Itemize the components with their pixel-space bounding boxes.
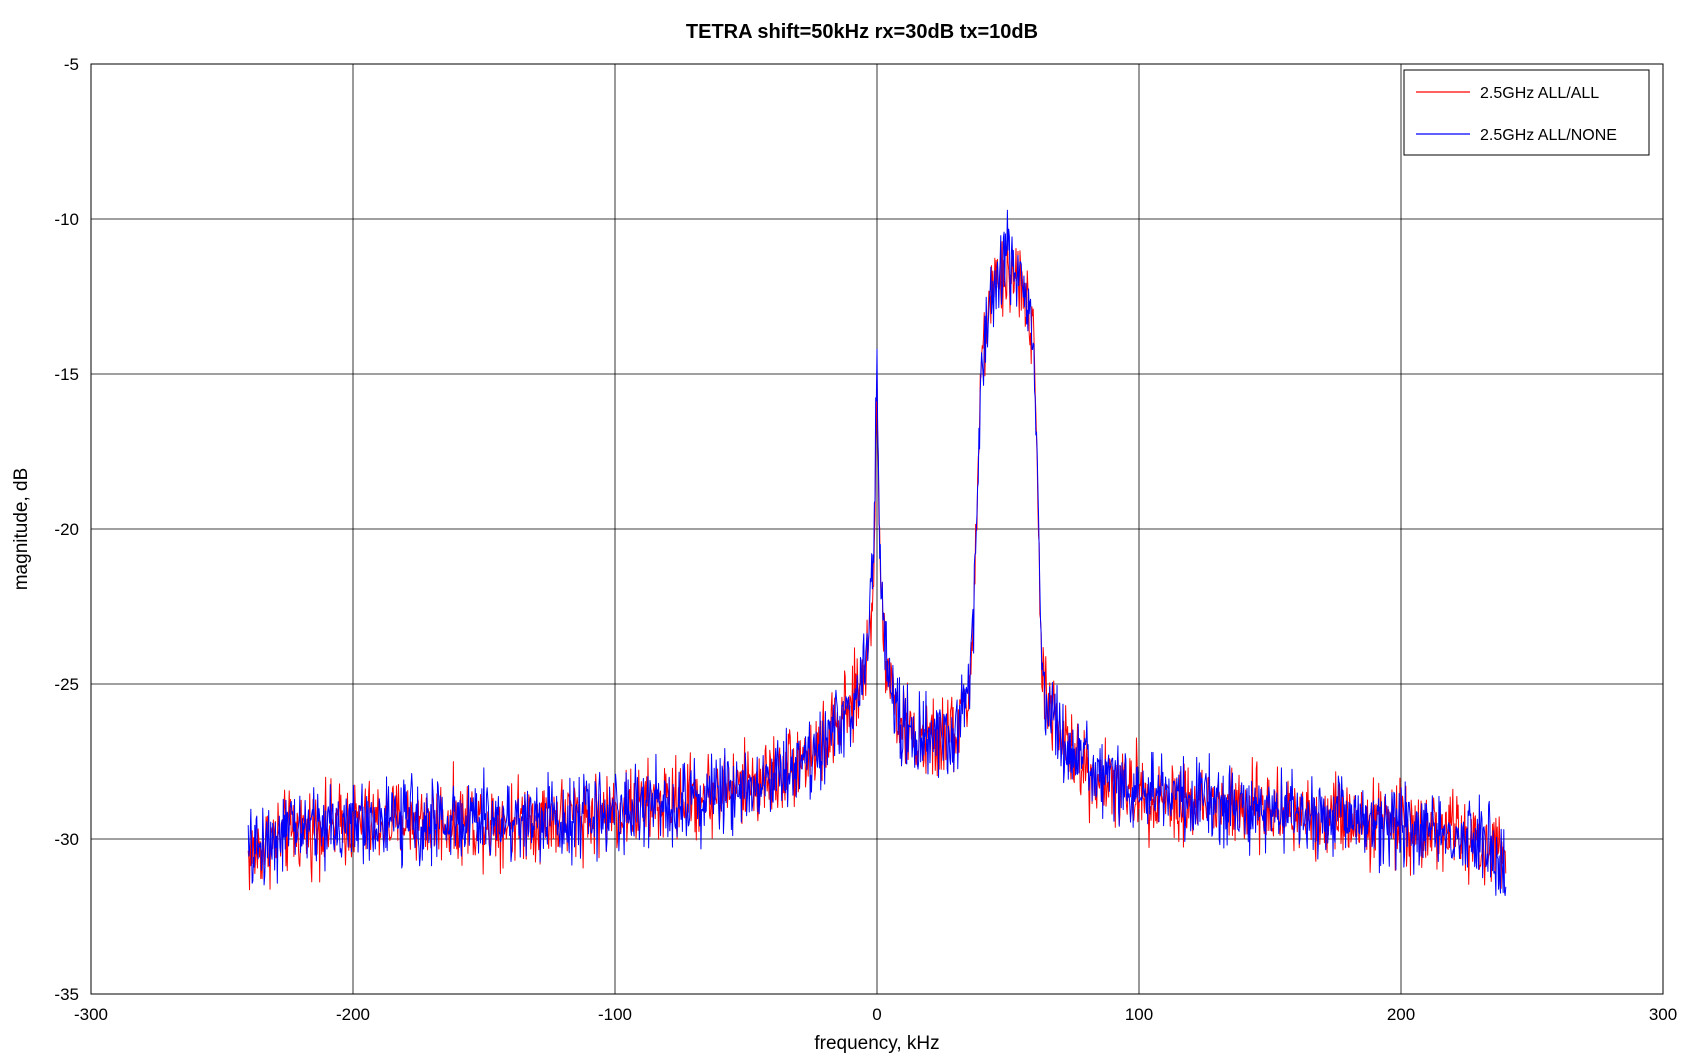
chart-title: TETRA shift=50kHz rx=30dB tx=10dB bbox=[686, 21, 1038, 43]
axis-ticks: -300 -200 -100 0 100 200 300 -35 -30 -25 -20 -15 -10… bbox=[54, 55, 1677, 1024]
y-tick-label: -30 bbox=[54, 830, 79, 849]
y-tick-label: -25 bbox=[54, 675, 79, 694]
x-tick-label: 300 bbox=[1649, 1005, 1677, 1024]
plot-series bbox=[247, 209, 1507, 896]
plot-frame bbox=[90, 63, 1664, 995]
x-axis-label: frequency, kHz bbox=[814, 1033, 939, 1054]
y-tick-label: -20 bbox=[54, 520, 79, 539]
x-tick-label: 0 bbox=[872, 1005, 881, 1024]
x-tick-label: -300 bbox=[74, 1005, 108, 1024]
x-tick-label: -100 bbox=[598, 1005, 632, 1024]
legend-label-all-all: 2.5GHz ALL/ALL bbox=[1480, 85, 1599, 102]
legend-box bbox=[1403, 69, 1650, 156]
x-tick-label: 200 bbox=[1387, 1005, 1415, 1024]
y-tick-label: -15 bbox=[54, 365, 79, 384]
y-tick-label: -10 bbox=[54, 210, 79, 229]
y-tick-label: -35 bbox=[54, 985, 79, 1004]
y-tick-label: -5 bbox=[64, 55, 79, 74]
legend-label-all-none: 2.5GHz ALL/NONE bbox=[1480, 127, 1617, 144]
legend: 2.5GHz ALL/ALL 2.5GHz ALL/NONE bbox=[1403, 69, 1650, 156]
series-line-all-none bbox=[247, 209, 1507, 896]
x-tick-label: -200 bbox=[336, 1005, 370, 1024]
y-axis-label: magnitude, dB bbox=[11, 468, 32, 591]
x-tick-label: 100 bbox=[1125, 1005, 1153, 1024]
